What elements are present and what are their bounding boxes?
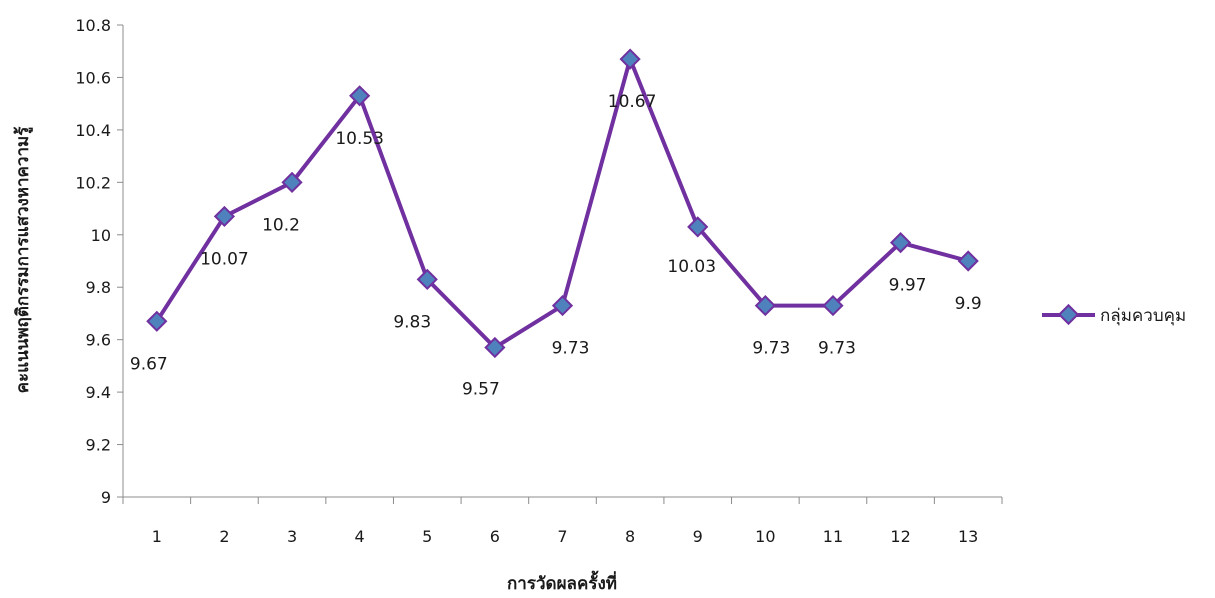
- x-tick-label: 6: [490, 527, 500, 546]
- data-label: 9.67: [130, 354, 168, 374]
- legend: กลุ่มควบคุม: [1042, 303, 1186, 326]
- data-label: 10.07: [200, 249, 249, 269]
- x-tick-label: 7: [557, 527, 567, 546]
- x-tick-label: 8: [625, 527, 635, 546]
- data-point-marker: [484, 336, 506, 359]
- y-tick-label: 9: [101, 488, 111, 507]
- data-point-marker: [822, 294, 844, 317]
- x-tick-label: 5: [422, 527, 432, 546]
- data-label: 10.67: [608, 92, 657, 112]
- series-layer: [146, 48, 979, 359]
- x-tick-label: 4: [355, 527, 365, 546]
- data-point-marker: [416, 268, 438, 290]
- data-labels: 9.67 10.07 10.2 10.53 9.83 9.57 9.73 10.67 10.03…: [130, 92, 982, 399]
- x-tick-label: 2: [219, 527, 229, 546]
- data-label: 9.73: [552, 339, 590, 359]
- y-tick-label: 9.8: [86, 278, 111, 297]
- x-tick-label: 1: [152, 527, 162, 546]
- data-point-marker: [754, 294, 776, 317]
- y-axis-title: คะแนนพฤติกรรมการแสวงหาความรู้: [13, 126, 34, 394]
- data-point-marker: [213, 205, 236, 228]
- data-point-marker: [349, 85, 371, 107]
- y-axis-ticks: 9 9.2 9.4 9.6 9.8 10 10.2 10.4 10.6 10.8: [75, 16, 123, 507]
- legend-label: กลุ่มควบคุม: [1100, 306, 1186, 326]
- y-tick-label: 10.8: [75, 16, 111, 35]
- data-label: 10.53: [335, 129, 384, 149]
- axes: [122, 25, 1002, 498]
- y-tick-label: 9.6: [86, 331, 111, 350]
- legend-marker-swatch: [1057, 303, 1080, 326]
- data-label: 9.9: [955, 294, 982, 314]
- x-tick-label: 10: [755, 527, 775, 546]
- data-point-marker: [146, 310, 168, 332]
- data-label: 9.83: [393, 312, 431, 332]
- x-tick-label: 12: [890, 527, 910, 546]
- data-point-marker: [889, 232, 912, 254]
- data-label: 10.2: [262, 215, 300, 235]
- data-label: 9.97: [889, 276, 927, 296]
- x-tick-label: 11: [823, 527, 843, 546]
- x-tick-label: 13: [958, 527, 978, 546]
- data-point-marker: [687, 216, 709, 238]
- y-tick-label: 10: [91, 226, 111, 245]
- data-label: 9.73: [752, 339, 790, 359]
- x-tick-label: 3: [287, 527, 297, 546]
- y-tick-label: 9.4: [86, 383, 111, 402]
- x-axis-ticks: 1 2 3 4 5 6 7 8 9 10 11 12 13: [122, 497, 1003, 546]
- y-tick-label: 10.2: [75, 173, 111, 192]
- y-tick-label: 9.2: [86, 436, 111, 455]
- data-point-marker: [281, 171, 303, 193]
- data-label: 9.57: [462, 380, 500, 400]
- data-point-marker: [619, 48, 641, 70]
- data-point-marker: [551, 294, 574, 317]
- x-tick-label: 9: [693, 527, 703, 546]
- data-label: 10.03: [667, 257, 716, 277]
- data-label: 9.73: [818, 339, 856, 359]
- data-point-marker: [957, 250, 979, 272]
- y-tick-label: 10.4: [75, 121, 111, 140]
- y-tick-label: 10.6: [75, 68, 111, 87]
- x-axis-title: การวัดผลครั้งที่: [507, 570, 617, 594]
